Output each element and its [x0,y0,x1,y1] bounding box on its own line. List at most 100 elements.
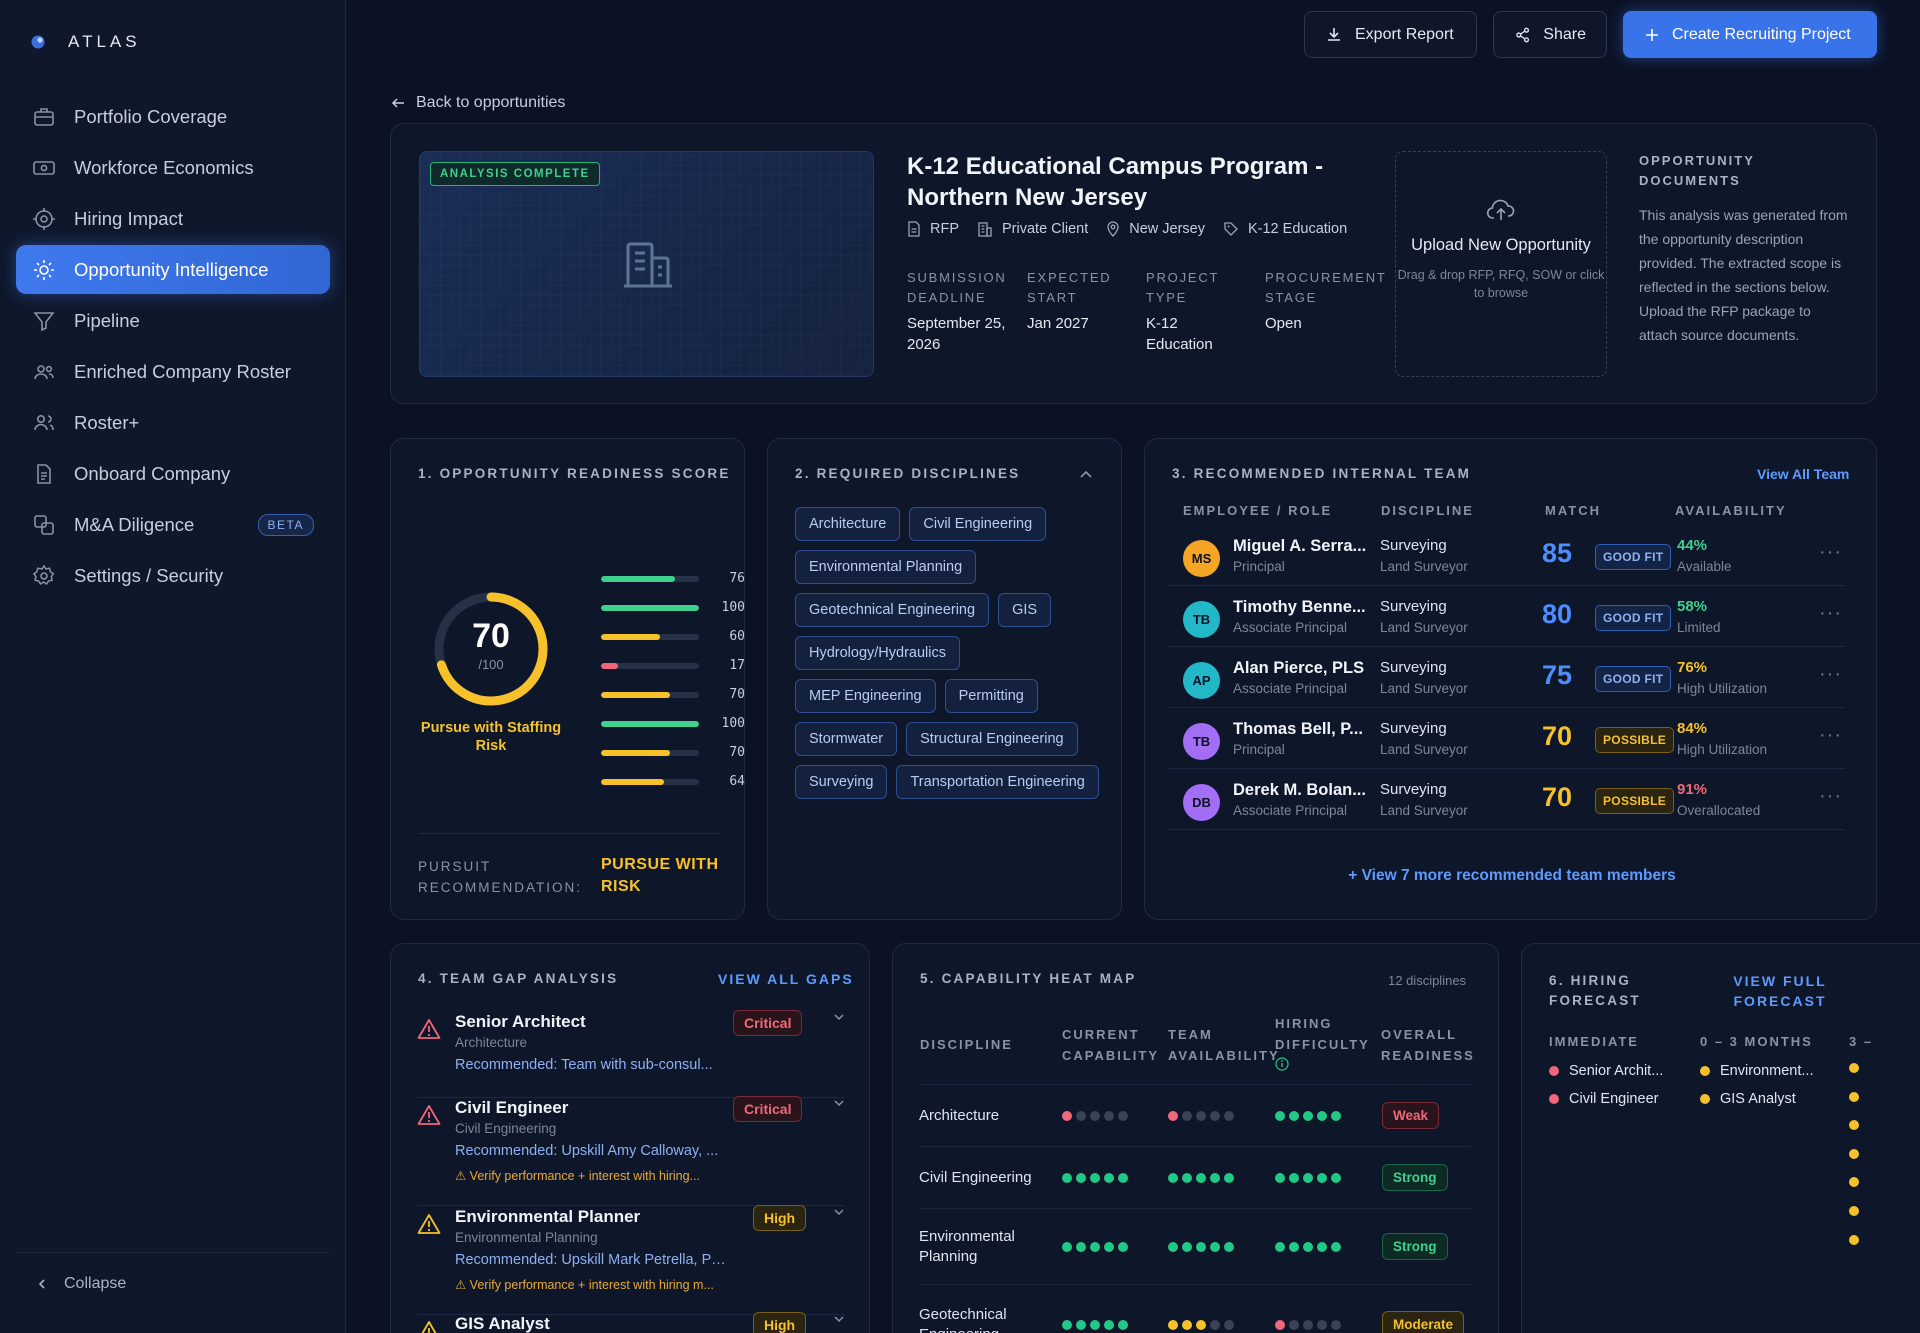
avatar: MS [1183,540,1220,577]
view-all-team-link[interactable]: View All Team [1757,466,1850,482]
discipline-chip[interactable]: Permitting [944,679,1038,713]
sidebar-item-roster[interactable]: Roster+ [16,398,330,447]
view-more-team-link[interactable]: + View 7 more recommended team members [1348,867,1676,884]
sidebar-item-hiring-impact[interactable]: Hiring Impact [16,194,330,243]
sidebar-item-m-a-diligence[interactable]: M&A Diligence BETA [16,500,330,549]
discipline-chip[interactable]: Surveying [795,765,888,799]
hiring-difficulty-dots [1275,1173,1341,1183]
avatar: DB [1183,784,1220,821]
view-full-forecast-link[interactable]: VIEW FULL FORECAST [1733,973,1827,1009]
brand[interactable]: ATLAS [30,32,141,52]
sidebar-item-label: M&A Diligence [74,513,195,535]
view-all-gaps-link[interactable]: VIEW ALL GAPS [718,971,854,987]
availability-status: Overallocated [1677,803,1761,818]
current-capability-dots [1062,1173,1128,1183]
discipline-chip[interactable]: Structural Engineering [906,722,1078,756]
sidebar-item-portfolio-coverage[interactable]: Portfolio Coverage [16,92,330,141]
chevron-down-icon[interactable] [833,1207,845,1217]
chevron-down-icon[interactable] [833,1012,845,1022]
team-row[interactable]: MS Miguel A. Serra... Principal Surveying La… [1167,525,1845,586]
discipline-chip[interactable]: Stormwater [795,722,898,756]
sidebar-item-onboard-company[interactable]: Onboard Company [16,449,330,498]
more-options-icon[interactable]: ··· [1819,663,1842,685]
sidebar-item-label: Workforce Economics [74,156,254,178]
team-header-employee: EMPLOYEE / ROLE [1183,503,1333,518]
back-to-opportunities-link[interactable]: Back to opportunities [390,94,565,112]
availability-status: Available [1677,559,1732,574]
capability-dot [1076,1242,1086,1252]
forecast-role: Environment... [1720,1063,1814,1079]
employee-role: Principal [1233,742,1285,757]
collapse-button[interactable]: Collapse [16,1252,330,1293]
capability-dot [1090,1320,1100,1330]
capability-dot [1182,1111,1192,1121]
bar-fill [601,633,660,640]
discipline-chip[interactable]: Transportation Engineering [896,765,1099,799]
documents-text: This analysis was generated from the opp… [1639,207,1848,343]
upload-dropzone[interactable]: Upload New Opportunity Drag & drop RFP, … [1395,151,1607,377]
info-icon[interactable] [1275,1057,1289,1071]
bar-value: 70 [729,745,745,760]
export-report-button[interactable]: Export Report [1304,11,1477,58]
forecast-item[interactable]: Civil Engineer [1549,1091,1658,1107]
more-options-icon[interactable]: ··· [1819,785,1842,807]
document-icon [908,221,920,237]
documents-heading: OPPORTUNITY DOCUMENTS [1639,153,1755,188]
team-availability-dots [1168,1111,1234,1121]
employee-subdiscipline: Land Surveyor [1380,559,1468,574]
banknote-icon [33,160,55,175]
forecast-item[interactable]: Senior Archit... [1549,1063,1663,1079]
forecast-item[interactable]: Environment... [1700,1063,1814,1079]
sidebar-item-enriched-company-roster[interactable]: Enriched Company Roster [16,347,330,396]
discipline-chip[interactable]: Geotechnical Engineering [795,593,990,627]
sidebar-item-settings-security[interactable]: Settings / Security [16,551,330,600]
capability-dot [1168,1173,1178,1183]
gap-warning: ⚠ Verify performance + interest with hir… [455,1278,714,1292]
chevron-down-icon[interactable] [833,1314,845,1324]
team-row[interactable]: AP Alan Pierce, PLS Associate Principal Sur… [1167,647,1845,708]
sidebar-item-opportunity-intelligence[interactable]: Opportunity Intelligence [16,245,330,294]
gap-item[interactable]: Environmental Planner Environmental Plann… [417,1205,845,1315]
team-row[interactable]: TB Thomas Bell, P... Principal Surveying Lan… [1167,708,1845,769]
more-options-icon[interactable]: ··· [1819,724,1842,746]
export-report-label: Export Report [1355,25,1454,43]
team-row[interactable]: DB Derek M. Bolan... Associate Principal Su… [1167,769,1845,830]
readiness-badge: Weak [1382,1102,1440,1129]
sidebar-item-workforce-economics[interactable]: Workforce Economics [16,143,330,192]
chevron-down-icon[interactable] [833,1098,845,1108]
forecast-column-header: 0 – 3 MONTHS [1700,1034,1813,1049]
discipline-chip[interactable]: GIS [998,593,1052,627]
readiness-badge: Moderate [1382,1311,1465,1333]
chevron-up-icon[interactable] [1079,469,1093,479]
discipline-chip[interactable]: Hydrology/Hydraulics [795,636,960,670]
arrow-left-icon [391,98,404,108]
discipline-chip[interactable]: Civil Engineering [909,507,1047,541]
gap-item[interactable]: Senior Architect Architecture Recommended:… [417,1010,845,1098]
share-button[interactable]: Share [1493,11,1607,58]
bar-fill [601,778,664,785]
bar-fill [601,749,670,756]
discipline-chip[interactable]: Architecture [795,507,901,541]
gap-item[interactable]: GIS Analyst High [417,1312,845,1333]
sidebar-item-pipeline[interactable]: Pipeline [16,296,330,345]
discipline-chip[interactable]: MEP Engineering [795,679,936,713]
forecast-item [1849,1148,1859,1159]
employee-name: Timothy Benne... [1233,598,1366,616]
forecast-item[interactable]: GIS Analyst [1700,1091,1796,1107]
create-recruiting-project-button[interactable]: Create Recruiting Project [1623,11,1877,58]
severity-badge: Critical [733,1010,803,1036]
severity-badge: Critical [733,1096,803,1122]
more-options-icon[interactable]: ··· [1819,602,1842,624]
readiness-bar: 100 [601,709,745,738]
fit-badge: GOOD FIT [1595,544,1672,570]
forecast-column-header: 3 – [1849,1034,1874,1049]
capability-dot [1196,1111,1206,1121]
employee-discipline: Surveying [1380,659,1447,676]
team-row[interactable]: TB Timothy Benne... Associate Principal Sur… [1167,586,1845,647]
readiness-bar: 76 [601,564,745,593]
discipline-chip[interactable]: Environmental Planning [795,550,977,584]
gap-item[interactable]: Civil Engineer Civil Engineering Recommend… [417,1096,845,1206]
more-options-icon[interactable]: ··· [1819,541,1842,563]
capability-dot [1104,1320,1114,1330]
match-score: 80 [1542,599,1573,629]
